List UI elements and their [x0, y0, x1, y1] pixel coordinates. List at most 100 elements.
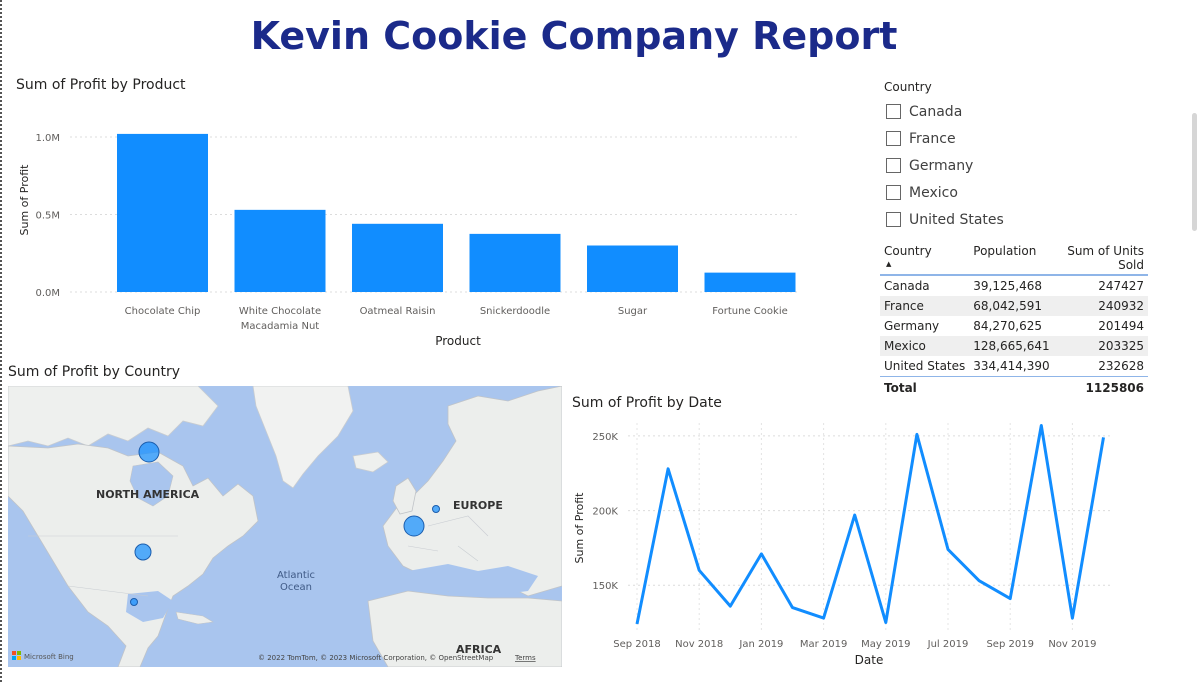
- cell-units-sold: 232628: [1098, 359, 1144, 373]
- page-scrollbar[interactable]: [1192, 113, 1197, 231]
- checkbox[interactable]: [886, 131, 901, 146]
- y-tick-label: 1.0M: [35, 133, 60, 144]
- iceland: [352, 451, 389, 473]
- bubble-united-states[interactable]: [134, 543, 152, 561]
- africa: [367, 590, 562, 667]
- slicer-item-france[interactable]: France: [884, 125, 1144, 152]
- north-america: [8, 443, 259, 667]
- cell-country: Canada: [884, 279, 930, 293]
- cell-country: Mexico: [884, 339, 926, 353]
- slicer-item-canada[interactable]: Canada: [884, 98, 1144, 125]
- bubble-germany[interactable]: [432, 505, 440, 513]
- label-europe: EUROPE: [453, 499, 503, 512]
- bar[interactable]: [704, 272, 796, 292]
- sort-ascending-icon: ▲: [886, 260, 892, 268]
- x-axis-title: Date: [855, 653, 884, 667]
- label-atlantic-1: Atlantic: [277, 570, 315, 581]
- y-tick-label: 150K: [592, 581, 618, 592]
- label-north-america: NORTH AMERICA: [96, 488, 200, 501]
- profit-by-date-line-chart[interactable]: 150K 200K 250K Sep 2018 Nov 2018 Jan 2019 Mar …: [566, 418, 1126, 670]
- map-title: Sum of Profit by Country: [8, 364, 180, 380]
- x-tick-label: Mar 2019: [800, 639, 848, 650]
- bubble-canada[interactable]: [138, 441, 160, 463]
- arctic-islands: [8, 386, 219, 447]
- cell-population: 68,042,591: [973, 299, 1042, 313]
- caribbean-islands: [175, 611, 214, 625]
- table-row: Mexico 128,665,641 203325: [880, 336, 1148, 356]
- cell-country: Germany: [884, 319, 940, 333]
- table-row: United States 334,414,390 232628: [880, 356, 1148, 377]
- x-tick-label: Oatmeal Raisin: [360, 306, 436, 317]
- cell-population: 39,125,468: [973, 279, 1042, 293]
- bing-label: Microsoft Bing: [24, 653, 74, 661]
- cell-population: 128,665,641: [973, 339, 1050, 353]
- profit-by-product-bar-chart[interactable]: 0.0M 0.5M 1.0M Chocolate Chip White Chocolat…: [0, 100, 860, 355]
- british-isles: [392, 477, 417, 515]
- checkbox[interactable]: [886, 212, 901, 227]
- hudson-bay: [129, 461, 174, 507]
- checkbox[interactable]: [886, 104, 901, 119]
- bar[interactable]: [469, 233, 561, 292]
- bar[interactable]: [117, 133, 208, 292]
- column-header-country[interactable]: Country ▲: [880, 240, 969, 275]
- slicer-item-label: United States: [909, 211, 1004, 228]
- x-tick-label: Sugar: [618, 306, 648, 317]
- y-tick-label: 0.5M: [35, 211, 60, 222]
- cell-units-sold: 201494: [1098, 319, 1144, 333]
- y-tick-label: 200K: [592, 507, 618, 518]
- x-tick-label: Nov 2019: [1048, 639, 1096, 650]
- total-units-sold: 1125806: [1085, 381, 1144, 395]
- x-tick-label: Macadamia Nut: [241, 321, 320, 332]
- population-table: Country ▲ Population Sum of Units Sold C…: [880, 240, 1148, 398]
- x-tick-label: Sep 2018: [613, 639, 660, 650]
- header-label: Population: [973, 244, 1037, 258]
- cell-population: 334,414,390: [973, 359, 1050, 373]
- header-label: Country: [884, 244, 932, 258]
- bar-chart-title: Sum of Profit by Product: [16, 77, 186, 93]
- header-label: Sum of Units Sold: [1067, 244, 1144, 272]
- cell-country: United States: [884, 359, 966, 373]
- x-axis-title: Product: [435, 334, 481, 348]
- y-axis-title: Sum of Profit: [573, 492, 586, 564]
- label-atlantic-2: Ocean: [280, 582, 312, 593]
- bing-logo: Microsoft Bing: [12, 651, 74, 661]
- gulf-of-mexico: [126, 591, 173, 622]
- checkbox[interactable]: [886, 185, 901, 200]
- table-row: Germany 84,270,625 201494: [880, 316, 1148, 336]
- canvas-left-border: [0, 0, 2, 682]
- slicer-item-mexico[interactable]: Mexico: [884, 179, 1144, 206]
- column-header-units-sold[interactable]: Sum of Units Sold: [1054, 240, 1148, 275]
- column-header-population[interactable]: Population: [969, 240, 1053, 275]
- x-tick-label: Jan 2019: [738, 639, 783, 650]
- table-row: France 68,042,591 240932: [880, 296, 1148, 316]
- y-tick-label: 250K: [592, 432, 618, 443]
- greenland: [252, 386, 354, 489]
- series-line: [635, 424, 1105, 625]
- slicer-item-label: Germany: [909, 157, 974, 174]
- bar[interactable]: [234, 209, 326, 292]
- y-tick-label: 0.0M: [35, 288, 60, 299]
- x-tick-label: White Chocolate: [239, 306, 321, 317]
- x-tick-label: Sep 2019: [986, 639, 1033, 650]
- slicer-item-united-states[interactable]: United States: [884, 206, 1144, 233]
- map-canvas[interactable]: NORTH AMERICA EUROPE AFRICA Atlantic Oce…: [8, 386, 562, 667]
- bar[interactable]: [352, 223, 443, 292]
- slicer-item-germany[interactable]: Germany: [884, 152, 1144, 179]
- x-tick-label: Snickerdoodle: [480, 306, 550, 317]
- slicer-item-label: France: [909, 130, 956, 147]
- map-terms-link[interactable]: Terms: [514, 654, 536, 662]
- mediterranean-sea: [408, 564, 538, 596]
- bubble-mexico[interactable]: [130, 598, 138, 606]
- label-africa: AFRICA: [456, 643, 502, 656]
- x-tick-label: Nov 2018: [675, 639, 723, 650]
- table-row: Canada 39,125,468 247427: [880, 275, 1148, 296]
- bubble-france[interactable]: [403, 515, 425, 537]
- country-slicer[interactable]: Country Canada France Germany Mexico Uni…: [884, 80, 1144, 233]
- x-tick-label: Chocolate Chip: [125, 306, 201, 317]
- cell-units-sold: 203325: [1098, 339, 1144, 353]
- report-title: Kevin Cookie Company Report: [250, 14, 898, 58]
- profit-by-country-map[interactable]: NORTH AMERICA EUROPE AFRICA Atlantic Oce…: [8, 386, 562, 667]
- bar[interactable]: [587, 245, 678, 293]
- checkbox[interactable]: [886, 158, 901, 173]
- x-tick-label: May 2019: [861, 639, 910, 650]
